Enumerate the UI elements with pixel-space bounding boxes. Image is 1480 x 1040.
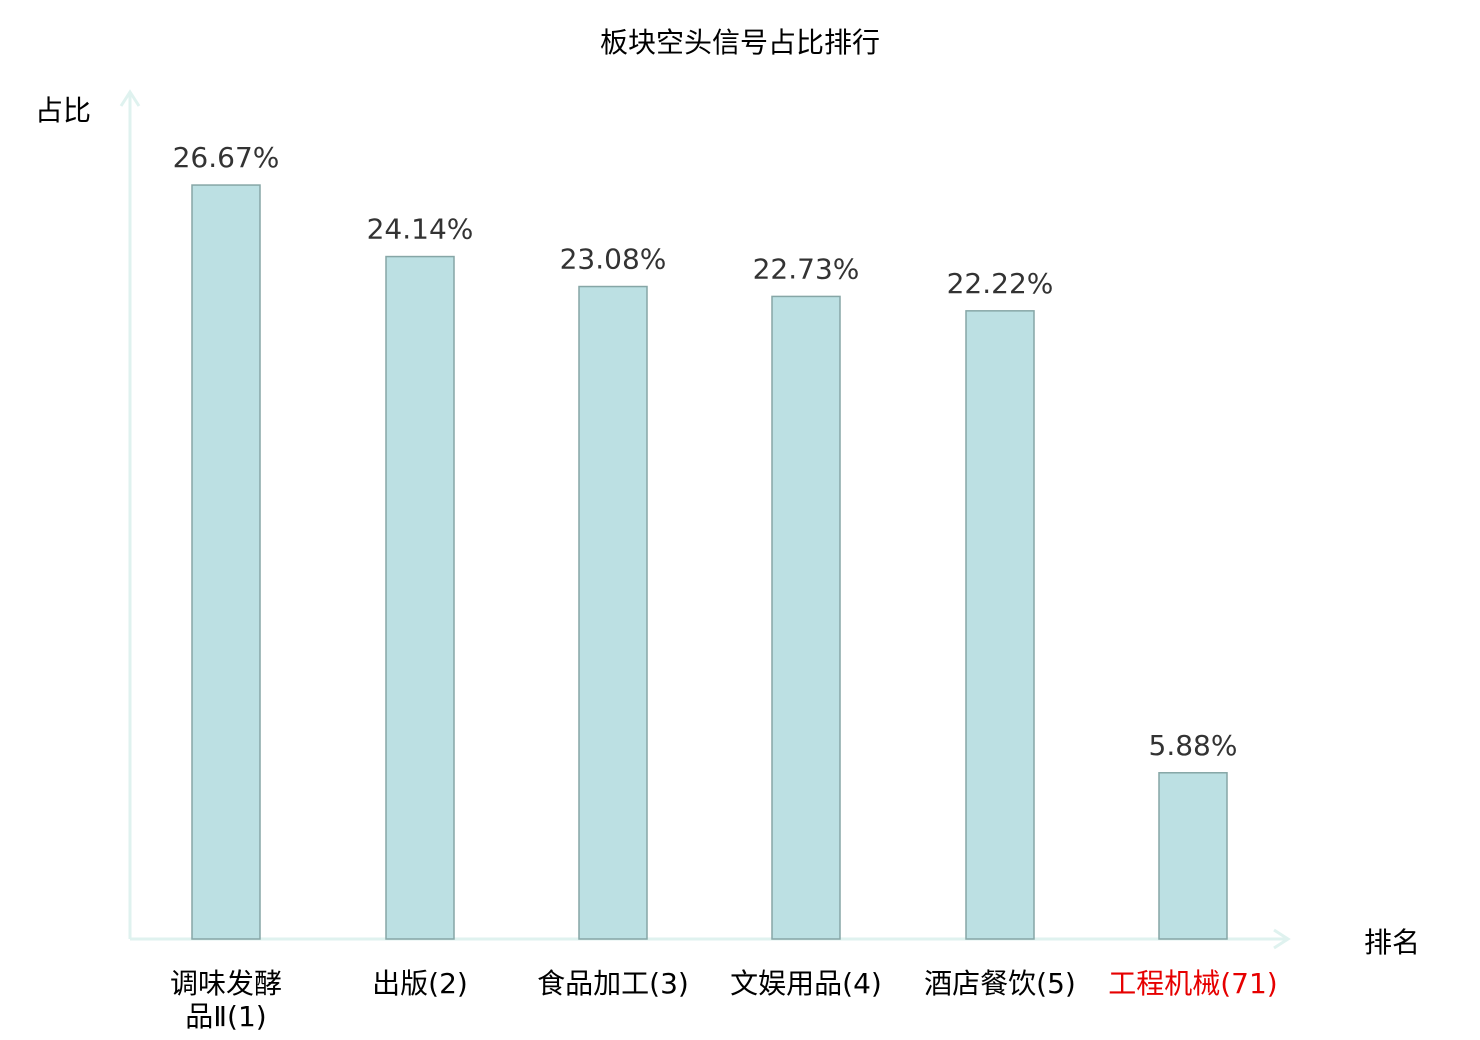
y-axis-arrow-icon xyxy=(119,89,141,107)
data-label: 22.73% xyxy=(753,252,860,285)
x-tick-label: 工程机械(71) xyxy=(1108,967,1277,1000)
bar xyxy=(771,295,841,940)
x-tick-label: 文娱用品(4) xyxy=(730,967,882,1000)
axes xyxy=(119,89,1291,950)
bar xyxy=(385,255,455,940)
bar xyxy=(1158,772,1228,940)
data-label: 24.14% xyxy=(367,213,474,246)
bar xyxy=(191,184,261,940)
x-tick-label: 酒店餐饮(5) xyxy=(924,967,1076,1000)
x-tick-label: 食品加工(3) xyxy=(537,967,689,1000)
bar xyxy=(965,310,1035,940)
x-axis-label: 排名 xyxy=(1364,926,1420,959)
data-label: 5.88% xyxy=(1149,729,1238,762)
data-label: 22.22% xyxy=(947,267,1054,300)
bar xyxy=(578,285,648,940)
x-tick-label: 调味发酵 xyxy=(170,967,282,1000)
data-label: 26.67% xyxy=(173,141,280,174)
data-label: 23.08% xyxy=(560,243,667,276)
y-axis-label: 占比 xyxy=(35,94,91,127)
x-tick-label: 出版(2) xyxy=(372,967,468,1000)
chart-title: 板块空头信号占比排行 xyxy=(600,26,880,59)
x-axis-arrow-icon xyxy=(1273,928,1291,950)
x-tick-label: 品Ⅱ(1) xyxy=(185,1000,266,1033)
